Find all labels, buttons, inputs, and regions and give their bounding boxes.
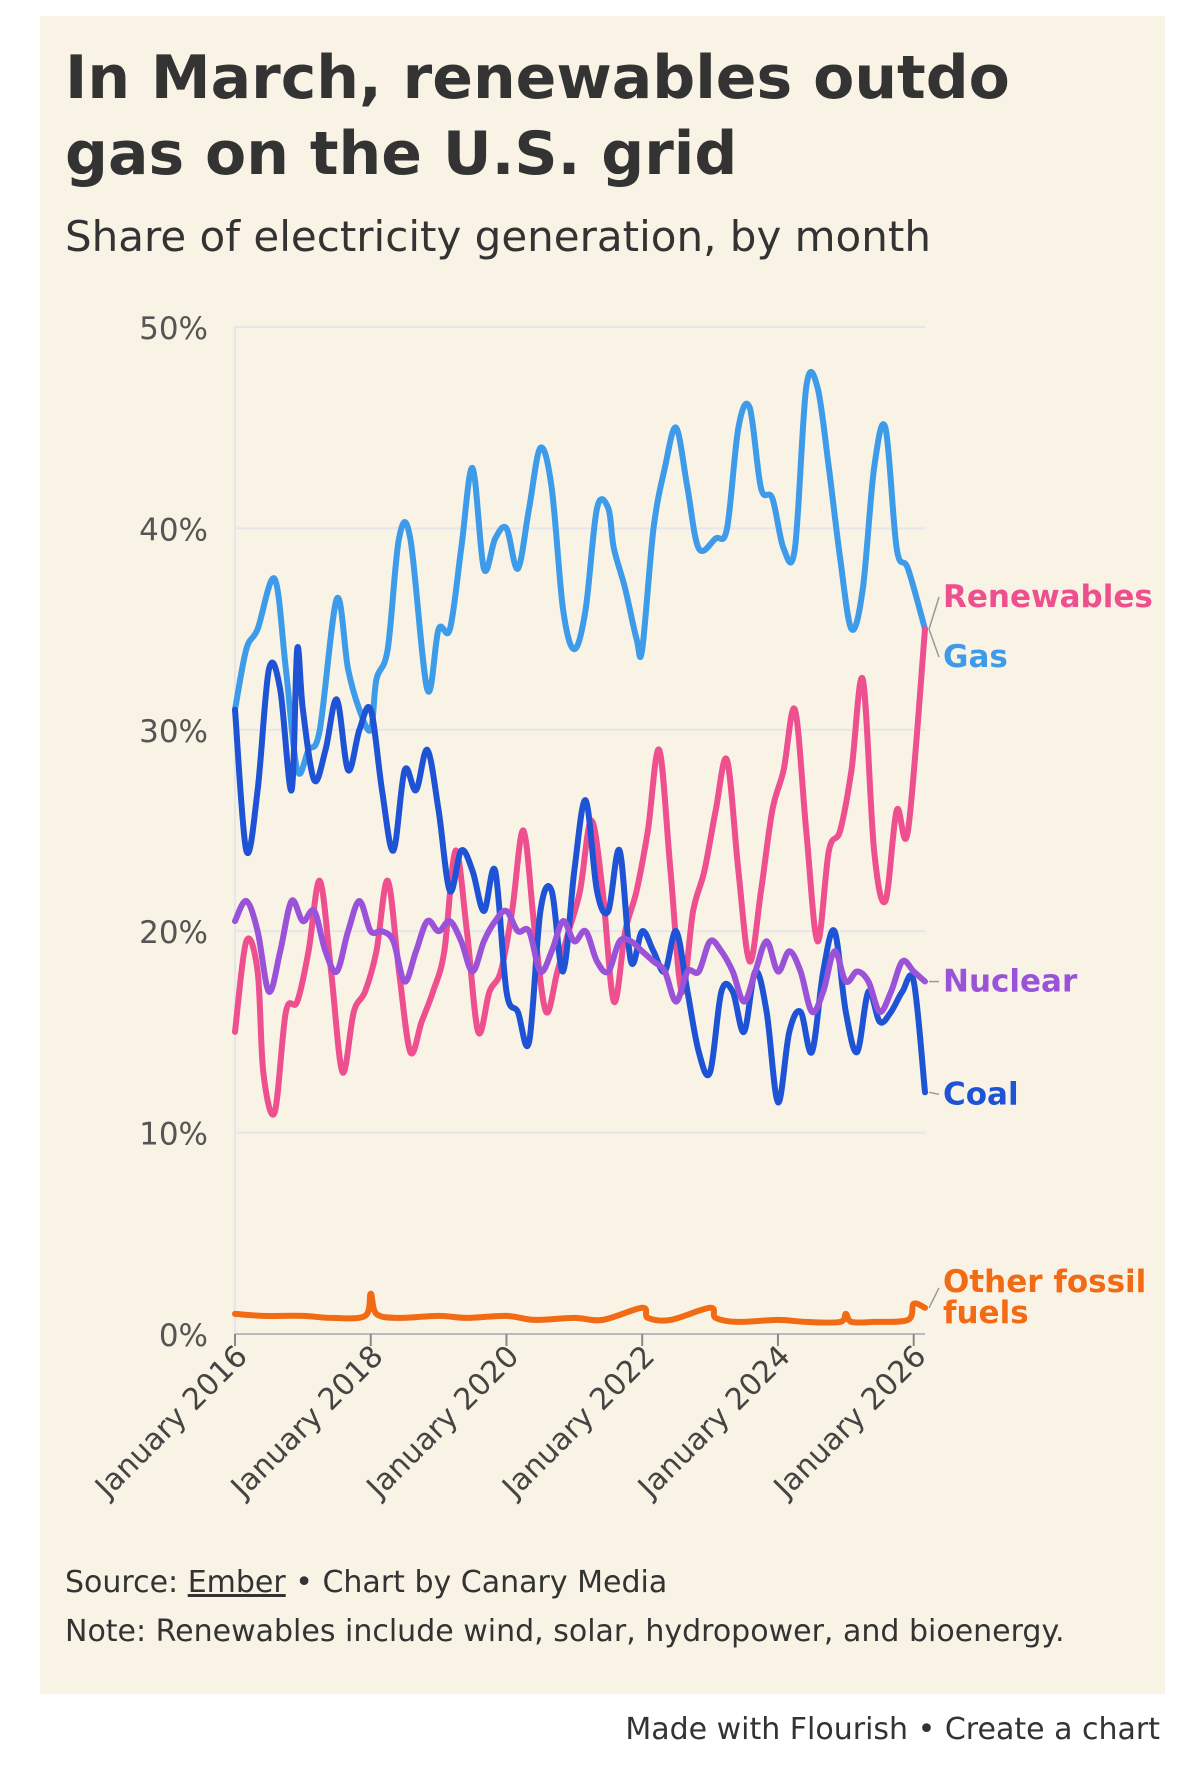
series-label-other-fossil-fuels: Other fossil fuels	[943, 1264, 1146, 1331]
series-line-other-fossil-fuels	[232, 1290, 928, 1326]
series-label-nuclear: Nuclear	[943, 964, 1078, 1000]
y-tick-label: 30%	[139, 714, 208, 750]
series-label-coal: Coal	[943, 1076, 1019, 1112]
y-tick-label: 20%	[139, 915, 208, 951]
create-chart-link[interactable]: Create a chart	[944, 1712, 1160, 1747]
series-label-renewables: Renewables	[943, 579, 1153, 615]
label-leader	[928, 1287, 940, 1309]
series-line-nuclear	[232, 897, 928, 1016]
series-labels: Gas Renewables Coal Nuclear Other fossil fuel…	[928, 579, 1153, 1331]
label-leader	[928, 1091, 940, 1096]
series-line-gas	[232, 369, 928, 777]
label-leader	[928, 596, 940, 630]
source-suffix: • Chart by Canary Media	[285, 1565, 668, 1600]
y-tick-label: 10%	[139, 1117, 208, 1153]
chart-subtitle: Share of electricity generation, by mont…	[65, 212, 931, 261]
y-tick-label: 40%	[139, 512, 208, 548]
series-label-gas: Gas	[943, 639, 1008, 675]
note-line: Note: Renewables include wind, solar, hy…	[65, 1614, 1065, 1649]
series-line-coal	[232, 644, 928, 1106]
y-tick-label: 50%	[139, 311, 208, 347]
source-link-ember[interactable]: Ember	[187, 1565, 286, 1600]
source-line: Source: Ember • Chart by Canary Media	[65, 1565, 667, 1600]
credits-separator: •	[908, 1712, 945, 1747]
y-axis-tick-labels: 0% 10% 20% 30% 40% 50%	[139, 311, 208, 1354]
label-leader	[928, 628, 940, 658]
chart-title: In March, renewables outdo gas on the U.…	[65, 43, 1010, 189]
y-tick-label: 0%	[159, 1318, 208, 1354]
source-prefix: Source:	[65, 1565, 188, 1600]
flourish-credits: Made with Flourish • Create a chart	[625, 1712, 1160, 1747]
made-with-flourish-link[interactable]: Made with Flourish	[625, 1712, 909, 1747]
series-lines	[232, 369, 928, 1326]
chart-card	[40, 16, 1165, 1694]
